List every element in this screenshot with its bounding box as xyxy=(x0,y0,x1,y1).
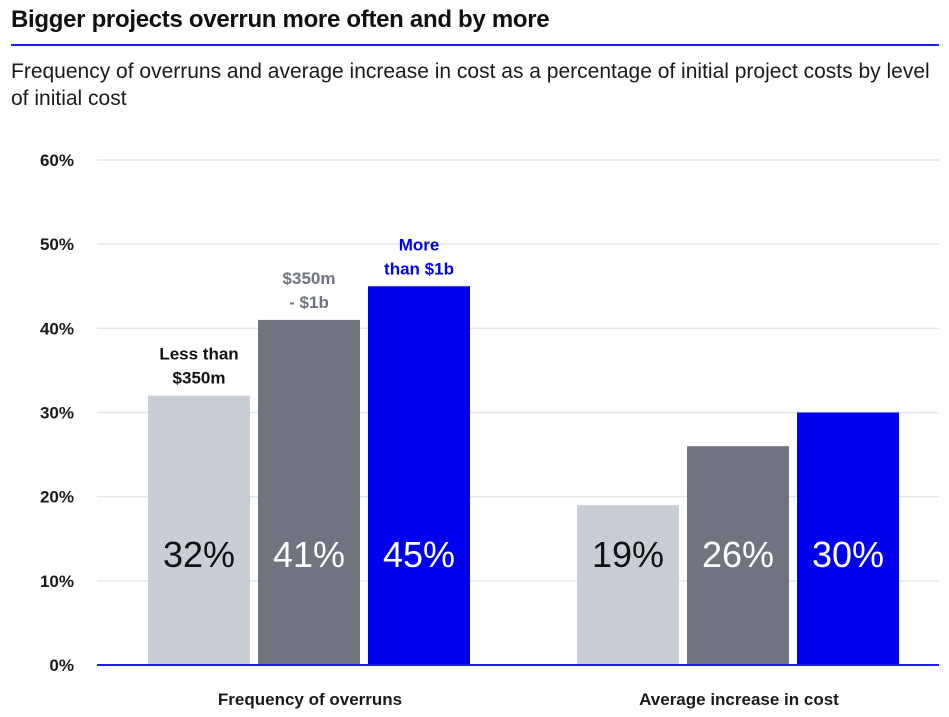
y-tick-label: 20% xyxy=(40,488,74,507)
series-name-label: - $1b xyxy=(289,293,329,312)
series-name-label: More xyxy=(399,235,440,254)
bar-value-label: 41% xyxy=(273,534,345,575)
x-category-label: Average increase in cost xyxy=(639,690,839,709)
chart-subtitle: Frequency of overruns and average increa… xyxy=(11,60,930,110)
series-name-label: Less than xyxy=(159,345,238,364)
chart-title: Bigger projects overrun more often and b… xyxy=(11,6,550,33)
y-tick-label: 10% xyxy=(40,572,74,591)
series-labels: Less than $350m $350m - $1b More than $1b xyxy=(159,235,454,387)
x-axis-categories: Frequency of overruns Average increase in… xyxy=(218,690,839,709)
y-tick-label: 60% xyxy=(40,151,74,170)
y-tick-label: 40% xyxy=(40,319,74,338)
x-category-label: Frequency of overruns xyxy=(218,690,402,709)
title-divider xyxy=(11,44,939,46)
bar xyxy=(258,319,360,665)
value-labels: 32% 19% 41% 26% 45% 30% xyxy=(163,534,884,575)
series-name-label: than $1b xyxy=(384,259,454,278)
bar-value-label: 19% xyxy=(592,534,664,575)
bars xyxy=(148,286,899,665)
y-axis-ticks: 0% 10% 20% 30% 40% 50% 60% xyxy=(40,151,74,675)
y-tick-label: 50% xyxy=(40,235,74,254)
bar-value-label: 26% xyxy=(702,534,774,575)
bar xyxy=(148,395,250,665)
series-name-label: $350m xyxy=(173,369,226,388)
bar-value-label: 45% xyxy=(383,534,455,575)
bar xyxy=(687,446,789,665)
bar xyxy=(577,505,679,665)
y-tick-label: 30% xyxy=(40,404,74,423)
bar-value-label: 32% xyxy=(163,534,235,575)
series-name-label: $350m xyxy=(283,269,336,288)
bar xyxy=(368,286,470,665)
bar-value-label: 30% xyxy=(812,534,884,575)
bar xyxy=(797,412,899,665)
y-tick-label: 0% xyxy=(49,656,74,675)
